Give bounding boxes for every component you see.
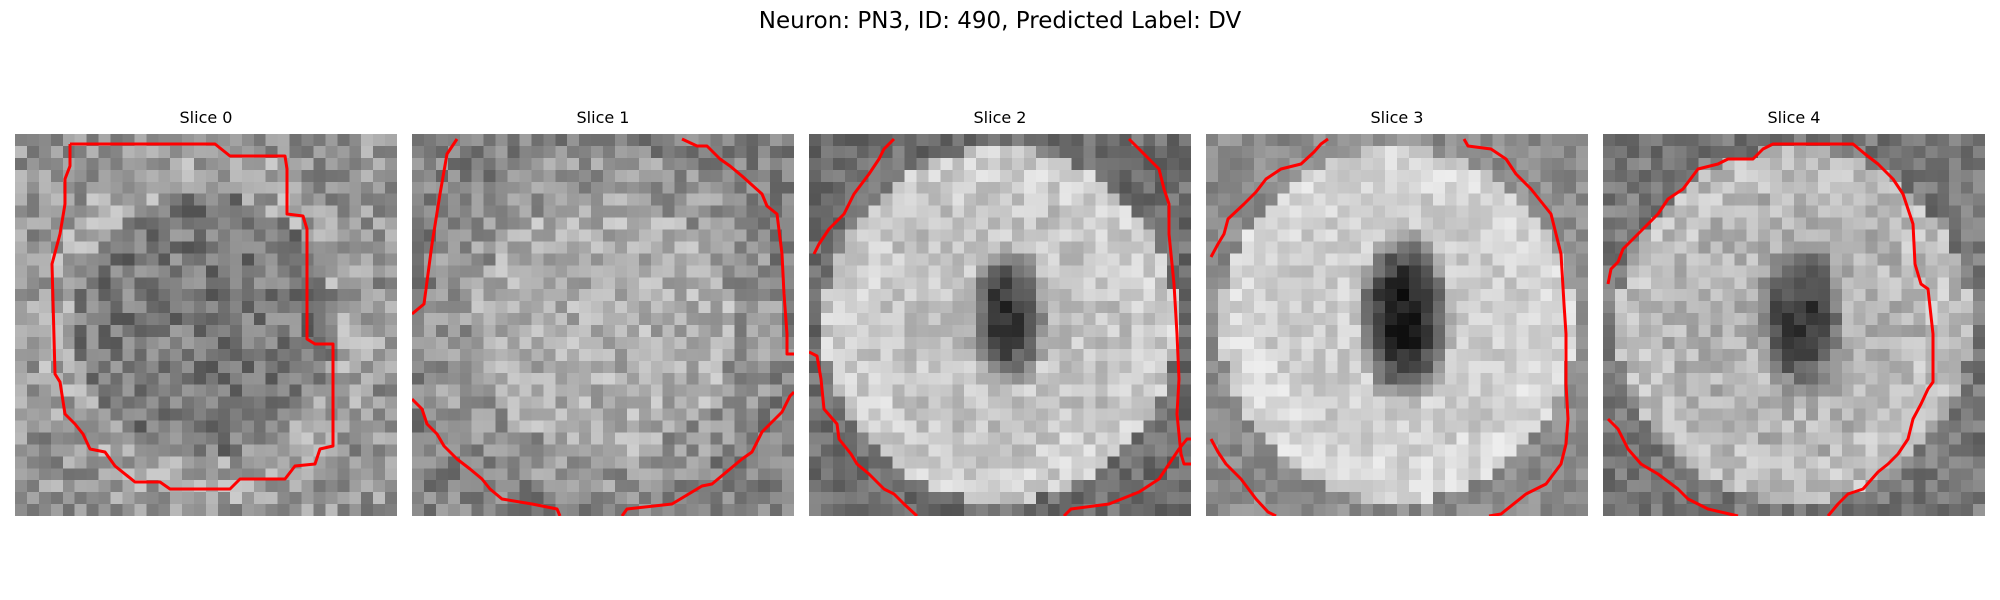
contour-line <box>620 390 794 516</box>
pixel-grid <box>1206 134 1588 516</box>
slice-panel: Slice 2 <box>809 108 1191 516</box>
contour-line <box>50 142 335 491</box>
contour-line <box>812 137 896 255</box>
contour-line <box>681 137 794 356</box>
slice-title: Slice 1 <box>576 108 630 127</box>
contour-line <box>1606 417 1739 516</box>
contour-line <box>1209 137 1329 258</box>
contour-line <box>1062 437 1191 516</box>
figure-title: Neuron: PN3, ID: 490, Predicted Label: D… <box>758 8 1242 34</box>
slice-image <box>412 134 794 516</box>
slice-title: Slice 0 <box>179 108 233 127</box>
contour-line <box>1606 142 1935 516</box>
slice-image <box>1206 134 1588 516</box>
slice-panel: Slice 3 <box>1206 108 1588 516</box>
contour-line <box>809 350 919 516</box>
pixel-grid <box>412 134 794 516</box>
slice-panel: Slice 1 <box>412 108 794 516</box>
contour-line <box>412 138 459 316</box>
slice-panel: Slice 0 <box>15 108 397 516</box>
pixel-grid <box>809 134 1191 516</box>
slice-image <box>809 134 1191 516</box>
contour-line <box>412 397 562 516</box>
slice-image <box>15 134 397 516</box>
slice-title: Slice 3 <box>1370 108 1424 127</box>
pixel-grid <box>15 134 397 516</box>
slice-title: Slice 4 <box>1767 108 1821 127</box>
slice-title: Slice 2 <box>973 108 1027 127</box>
slice-panel: Slice 4 <box>1603 108 1985 516</box>
slice-image <box>1603 134 1985 516</box>
contour-line <box>1462 138 1570 516</box>
pixel-grid <box>1603 134 1985 516</box>
contour-line <box>1209 438 1277 516</box>
